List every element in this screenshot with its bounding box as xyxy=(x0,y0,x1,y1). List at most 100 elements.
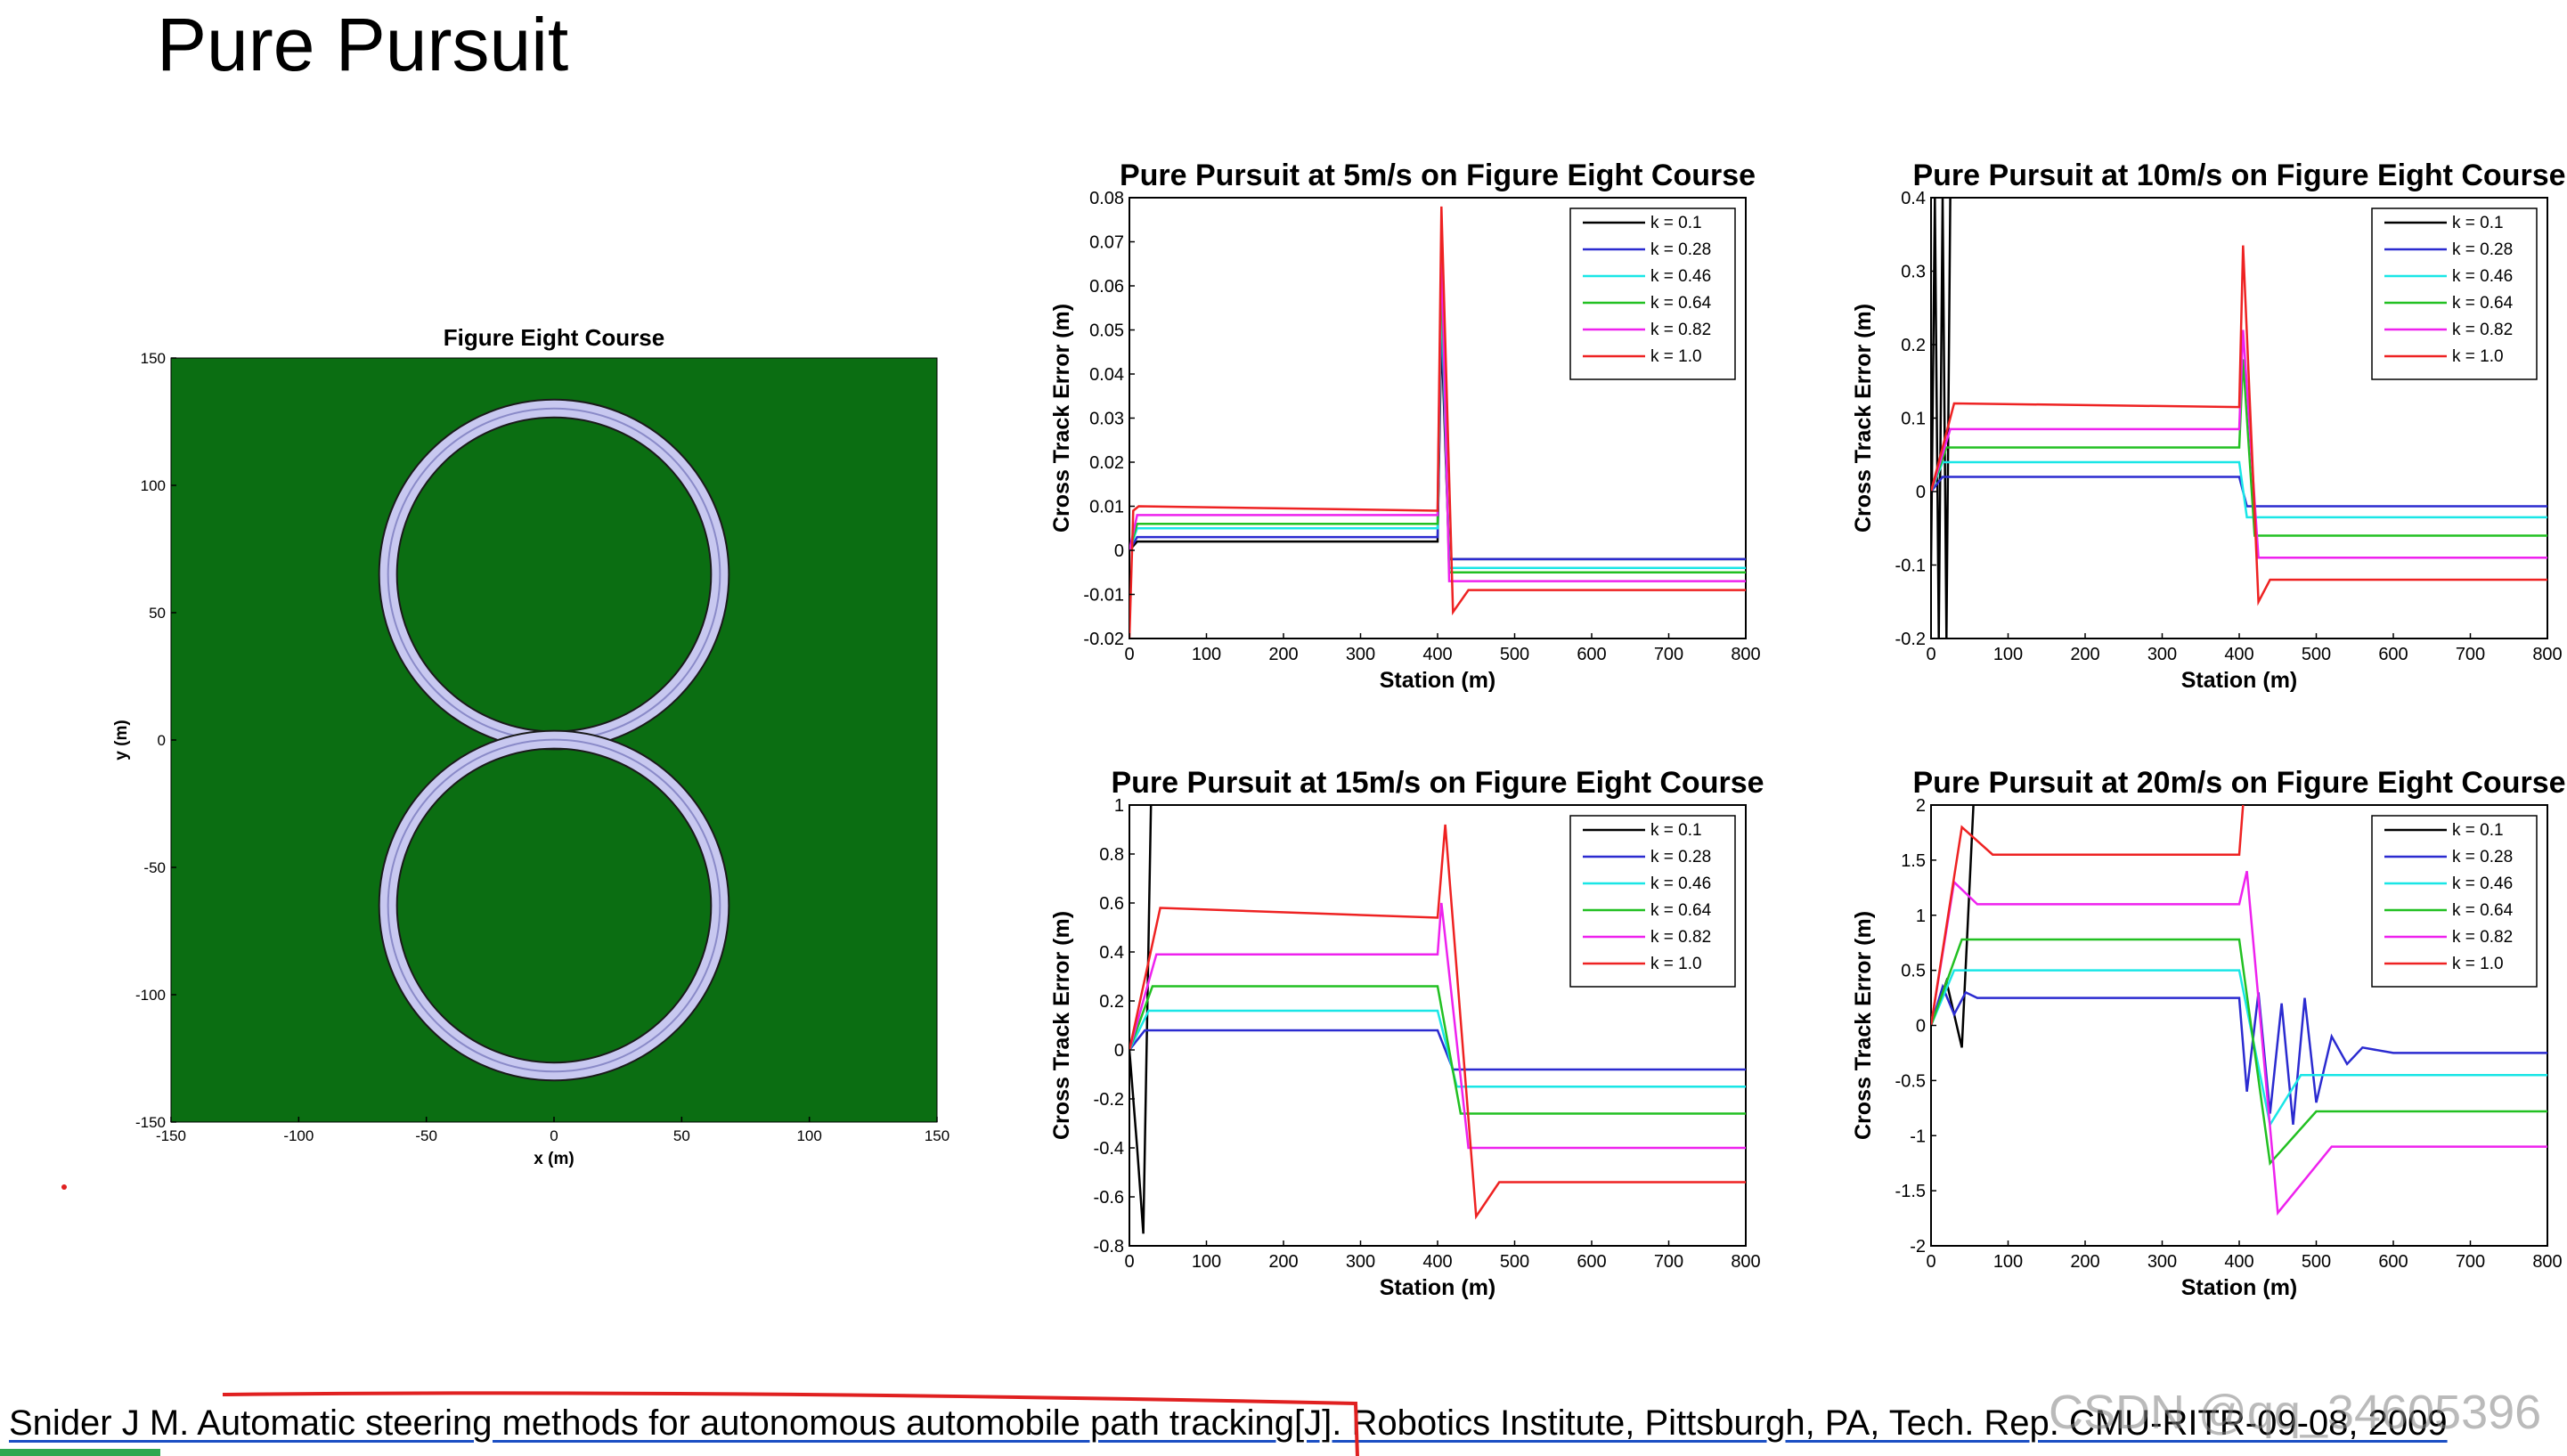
y-tick-label-8: 0.06 xyxy=(1089,277,1124,297)
x-tick-label-4: 400 xyxy=(1422,1252,1452,1272)
x-tick-label-6: 600 xyxy=(1577,1252,1606,1272)
y-tick-label-4: 50 xyxy=(149,605,166,622)
chart-title: Pure Pursuit at 15m/s on Figure Eight Co… xyxy=(1111,766,1764,800)
x-tick-label-2: 200 xyxy=(2070,645,2099,664)
series-line-3 xyxy=(1931,938,2547,1167)
x-tick-label-6: 600 xyxy=(2378,1252,2408,1272)
x-tick-label-3: 300 xyxy=(1346,1252,1375,1272)
y-tick-label-8: 0.8 xyxy=(1099,845,1124,865)
legend-label-1: k = 0.28 xyxy=(2452,240,2513,259)
legend-label-0: k = 0.1 xyxy=(1650,821,1702,840)
legend-box xyxy=(2371,815,2538,988)
x-axis-label: Station (m) xyxy=(1380,668,1496,693)
y-tick-label-5: 0.3 xyxy=(1901,263,1926,282)
legend-label-3: k = 0.64 xyxy=(1650,294,1712,313)
legend-label-2: k = 0.46 xyxy=(1650,874,1711,893)
y-tick-label-3: 0 xyxy=(158,732,166,749)
legend-label-4: k = 0.82 xyxy=(2452,321,2513,339)
x-tick-label-2: 200 xyxy=(1268,645,1298,664)
y-tick-label-4: 0 xyxy=(1916,1017,1926,1037)
x-tick-label-7: 700 xyxy=(2456,1252,2485,1272)
y-tick-label-1: -0.1 xyxy=(1895,557,1926,576)
y-axis-label: Cross Track Error (m) xyxy=(1851,911,1876,1140)
legend-label-3: k = 0.64 xyxy=(2452,901,2514,920)
x-tick-label-5: 500 xyxy=(1500,645,1529,664)
legend-label-1: k = 0.28 xyxy=(1650,240,1711,259)
y-tick-label-2: 0 xyxy=(1114,541,1124,561)
x-tick-label-5: 500 xyxy=(2302,1252,2331,1272)
x-tick-label-1: 100 xyxy=(1192,1252,1221,1272)
y-axis-label: y (m) xyxy=(112,720,131,760)
y-tick-label-2: -1 xyxy=(1910,1127,1926,1146)
x-tick-label-4: 400 xyxy=(1422,645,1452,664)
x-tick-label-6: 150 xyxy=(925,1127,949,1144)
series-line-4 xyxy=(1931,329,2547,559)
y-tick-label-3: 0.01 xyxy=(1089,498,1124,517)
y-tick-label-0: -0.8 xyxy=(1094,1237,1124,1257)
series-line-4 xyxy=(1931,871,2547,1216)
y-tick-label-4: 0.02 xyxy=(1089,453,1124,473)
x-tick-label-0: 0 xyxy=(1124,645,1134,664)
legend-box xyxy=(2371,207,2538,380)
chart-title: Pure Pursuit at 5m/s on Figure Eight Cou… xyxy=(1120,159,1756,192)
series-line-5 xyxy=(1129,206,1746,639)
x-tick-label-7: 700 xyxy=(1654,645,1683,664)
x-tick-label-1: -100 xyxy=(283,1127,314,1144)
legend-label-0: k = 0.1 xyxy=(1650,214,1702,232)
x-axis-label: x (m) xyxy=(534,1150,574,1168)
x-tick-label-0: -150 xyxy=(156,1127,186,1144)
x-tick-label-8: 800 xyxy=(2532,645,2562,664)
chart-20ms: Pure Pursuit at 20m/s on Figure Eight Co… xyxy=(1835,750,2567,1302)
x-tick-label-3: 0 xyxy=(550,1127,558,1144)
x-tick-label-2: 200 xyxy=(2070,1252,2099,1272)
y-tick-label-9: 1 xyxy=(1114,796,1124,816)
y-axis-label: Cross Track Error (m) xyxy=(1049,911,1074,1140)
y-tick-label-10: 0.08 xyxy=(1089,189,1124,208)
y-tick-label-1: -1.5 xyxy=(1895,1182,1926,1201)
x-tick-label-5: 500 xyxy=(2302,645,2331,664)
watermark: CSDN @qq_34605396 xyxy=(2049,1386,2542,1439)
x-tick-label-1: 100 xyxy=(1993,645,2023,664)
y-tick-label-6: 150 xyxy=(141,350,166,367)
chart-title: Figure Eight Course xyxy=(444,324,664,351)
x-tick-label-3: 300 xyxy=(2147,645,2177,664)
legend-label-1: k = 0.28 xyxy=(2452,848,2513,866)
legend-label-5: k = 1.0 xyxy=(2452,955,2504,973)
y-tick-label-7: 0.05 xyxy=(1089,321,1124,341)
legend-label-3: k = 0.64 xyxy=(2452,294,2514,313)
y-tick-label-7: 1.5 xyxy=(1901,851,1926,871)
x-tick-label-0: 0 xyxy=(1124,1252,1134,1272)
x-tick-label-4: 400 xyxy=(2224,1252,2253,1272)
series-line-5 xyxy=(1129,824,1746,1220)
x-tick-label-5: 500 xyxy=(1500,1252,1529,1272)
x-tick-label-2: 200 xyxy=(1268,1252,1298,1272)
y-tick-label-9: 0.07 xyxy=(1089,233,1124,253)
track-centerline-1 xyxy=(387,738,721,1073)
x-axis-label: Station (m) xyxy=(2181,1275,2298,1300)
series-line-1 xyxy=(1931,476,2547,508)
y-tick-label-1: -100 xyxy=(135,987,166,1004)
x-tick-label-4: 400 xyxy=(2224,645,2253,664)
y-tick-label-5: 0.03 xyxy=(1089,410,1124,429)
series-line-3 xyxy=(1129,985,1746,1115)
chart-title: Pure Pursuit at 20m/s on Figure Eight Co… xyxy=(1912,766,2565,800)
legend-label-3: k = 0.64 xyxy=(1650,901,1712,920)
y-tick-label-0: -0.2 xyxy=(1895,630,1926,649)
chart-title: Pure Pursuit at 10m/s on Figure Eight Co… xyxy=(1912,159,2565,192)
legend-label-5: k = 1.0 xyxy=(2452,347,2504,366)
x-axis-label: Station (m) xyxy=(1380,1275,1496,1300)
y-tick-label-5: 0.2 xyxy=(1099,992,1124,1012)
x-axis-label: Station (m) xyxy=(2181,668,2298,693)
y-tick-label-6: 0.4 xyxy=(1901,189,1926,208)
y-tick-label-1: -0.01 xyxy=(1083,586,1124,606)
x-tick-label-3: 300 xyxy=(1346,645,1375,664)
y-tick-label-4: 0 xyxy=(1114,1041,1124,1061)
x-tick-label-0: 0 xyxy=(1926,645,1935,664)
legend-label-4: k = 0.82 xyxy=(2452,928,2513,947)
y-tick-label-0: -150 xyxy=(135,1114,166,1131)
y-tick-label-8: 2 xyxy=(1916,796,1926,816)
series-line-1 xyxy=(1931,983,2547,1126)
y-tick-label-2: 0 xyxy=(1916,483,1926,502)
legend-label-0: k = 0.1 xyxy=(2452,214,2504,232)
legend-label-2: k = 0.46 xyxy=(2452,267,2513,286)
